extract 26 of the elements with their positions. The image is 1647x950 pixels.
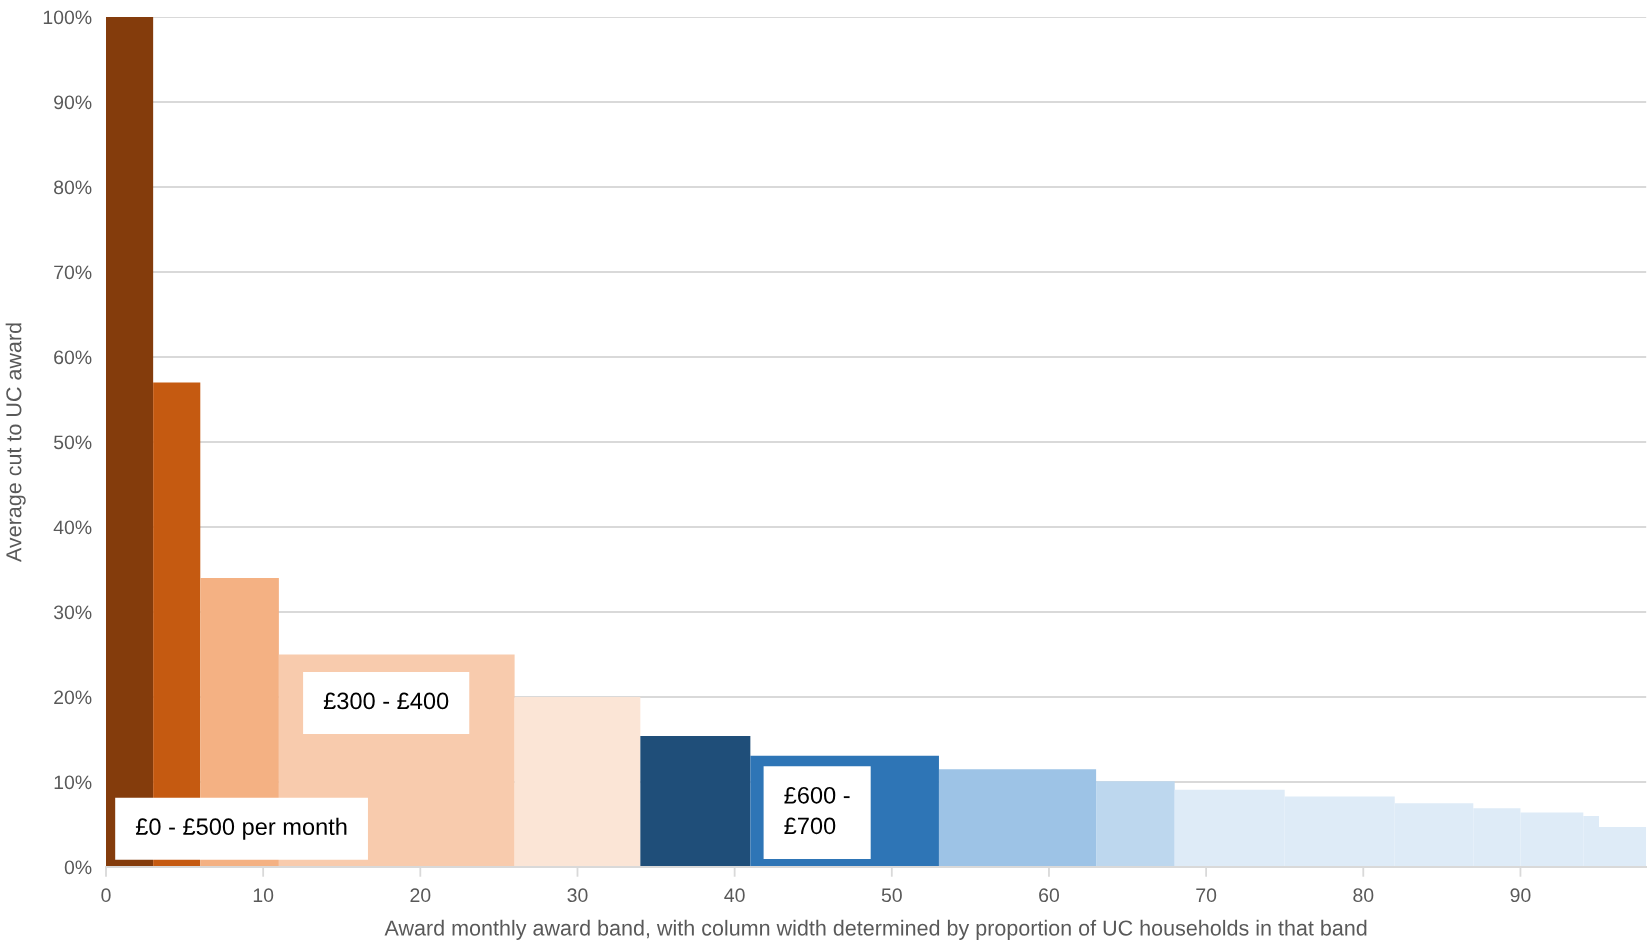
y-tick-label: 60% [54,350,92,365]
x-tick-label: 30 [567,888,588,903]
y-tick-label: 70% [54,265,92,280]
annotation: £300 - £400 [323,692,449,710]
x-tick-label: 40 [724,888,745,903]
y-tick-label: 10% [54,775,92,790]
y-tick-label: 0% [64,860,92,875]
y-tick-label: 100% [43,10,92,25]
y-axis-title: Average cut to UC award [5,323,26,563]
x-tick-label: 0 [101,888,111,903]
x-tick-label: 80 [1353,888,1374,903]
x-tick-label: 50 [881,888,902,903]
y-tick-label: 50% [53,435,92,450]
x-tick-label: 70 [1196,888,1217,903]
x-tick-label: 10 [253,888,274,903]
x-axis-title: Award monthly award band, with column width determined by proportion of UC households in that band [384,919,1367,940]
y-tick-label: 90% [54,95,92,110]
annotation: £600 - £700 [784,786,850,835]
x-tick-label: 60 [1039,888,1060,903]
annotation: £0 - £500 per month [135,817,347,840]
y-tick-label: 30% [53,605,92,620]
y-tick-label: 20% [54,690,92,705]
x-tick-label: 20 [410,888,431,903]
y-tick-label: 40% [53,520,92,535]
y-tick-label: 80% [54,180,92,195]
x-tick-label: 90 [1510,888,1531,903]
